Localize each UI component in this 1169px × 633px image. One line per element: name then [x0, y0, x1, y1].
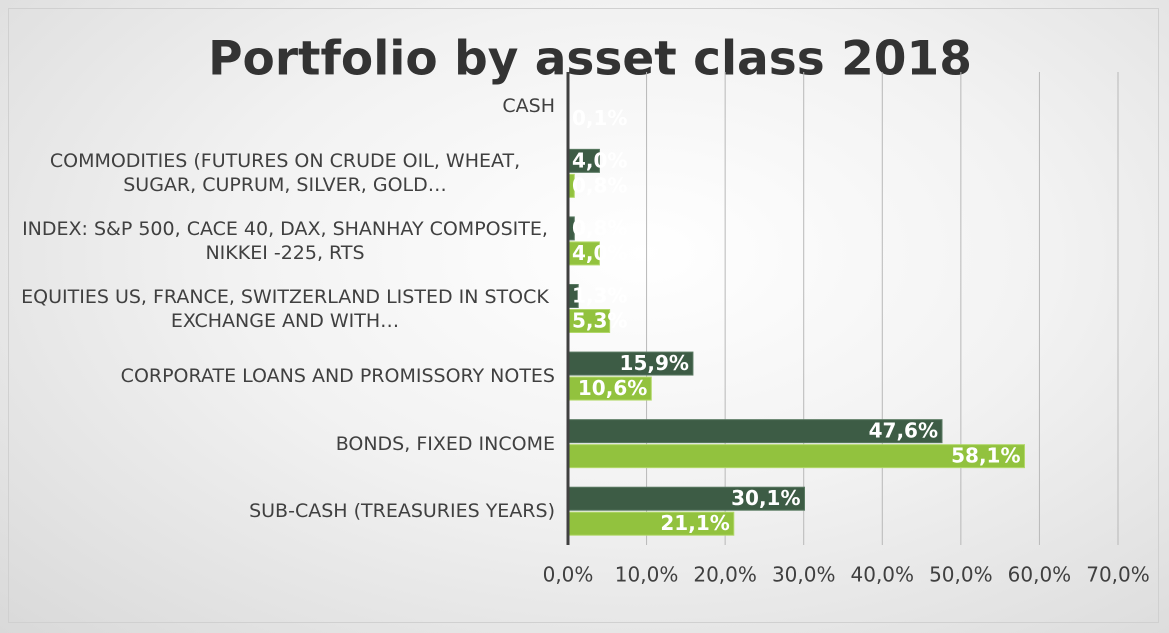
- category-text: CASH: [502, 94, 555, 117]
- x-tick-label: 10,0%: [615, 563, 679, 587]
- category-text: EQUITIES US, FRANCE, SWITZERLAND LISTED …: [21, 285, 549, 332]
- x-tick-label: 40,0%: [851, 563, 915, 587]
- category-text: SUB-CASH (TREASURIES YEARS): [249, 500, 555, 523]
- category-label: BONDS, FIXED INCOME: [15, 432, 555, 456]
- x-tick-label: 0,0%: [543, 563, 594, 587]
- category-text: BONDS, FIXED INCOME: [335, 432, 555, 455]
- data-label: 47,6%: [869, 419, 938, 443]
- data-label: 58,1%: [951, 444, 1020, 468]
- category-label: CORPORATE LOANS AND PROMISSORY NOTES: [15, 364, 555, 388]
- data-label: 4,0%: [572, 148, 627, 172]
- data-label: 21,1%: [660, 511, 729, 535]
- category-label: INDEX: S&P 500, CACE 40, DAX, SHANHAY CO…: [15, 217, 555, 265]
- chart-title: Portfolio by asset class 2018: [208, 32, 972, 87]
- category-text: COMMODITIES (FUTURES ON CRUDE OIL, WHEAT…: [49, 150, 521, 197]
- chart-border: [8, 8, 1159, 623]
- x-tick-label: 30,0%: [772, 563, 836, 587]
- x-tick-label: 60,0%: [1008, 563, 1072, 587]
- data-label: 1,3%: [572, 284, 627, 308]
- category-label: COMMODITIES (FUTURES ON CRUDE OIL, WHEAT…: [15, 149, 555, 197]
- category-text: INDEX: S&P 500, CACE 40, DAX, SHANHAY CO…: [22, 217, 548, 264]
- data-label: 4,0%: [572, 241, 627, 265]
- category-label: SUB-CASH (TREASURIES YEARS): [15, 499, 555, 523]
- category-label: CASH: [15, 94, 555, 118]
- data-label: 0,8%: [572, 173, 627, 197]
- data-label: 0,1%: [572, 106, 627, 130]
- data-label: 0,8%: [572, 216, 627, 240]
- x-tick-label: 20,0%: [693, 563, 757, 587]
- data-label: 5,3%: [572, 309, 627, 333]
- data-label: 15,9%: [620, 351, 689, 375]
- data-label: 10,6%: [578, 376, 647, 400]
- x-tick-label: 50,0%: [929, 563, 993, 587]
- category-text: CORPORATE LOANS AND PROMISSORY NOTES: [120, 365, 555, 388]
- category-label: EQUITIES US, FRANCE, SWITZERLAND LISTED …: [15, 285, 555, 333]
- data-label: 30,1%: [731, 486, 800, 510]
- x-tick-label: 70,0%: [1086, 563, 1150, 587]
